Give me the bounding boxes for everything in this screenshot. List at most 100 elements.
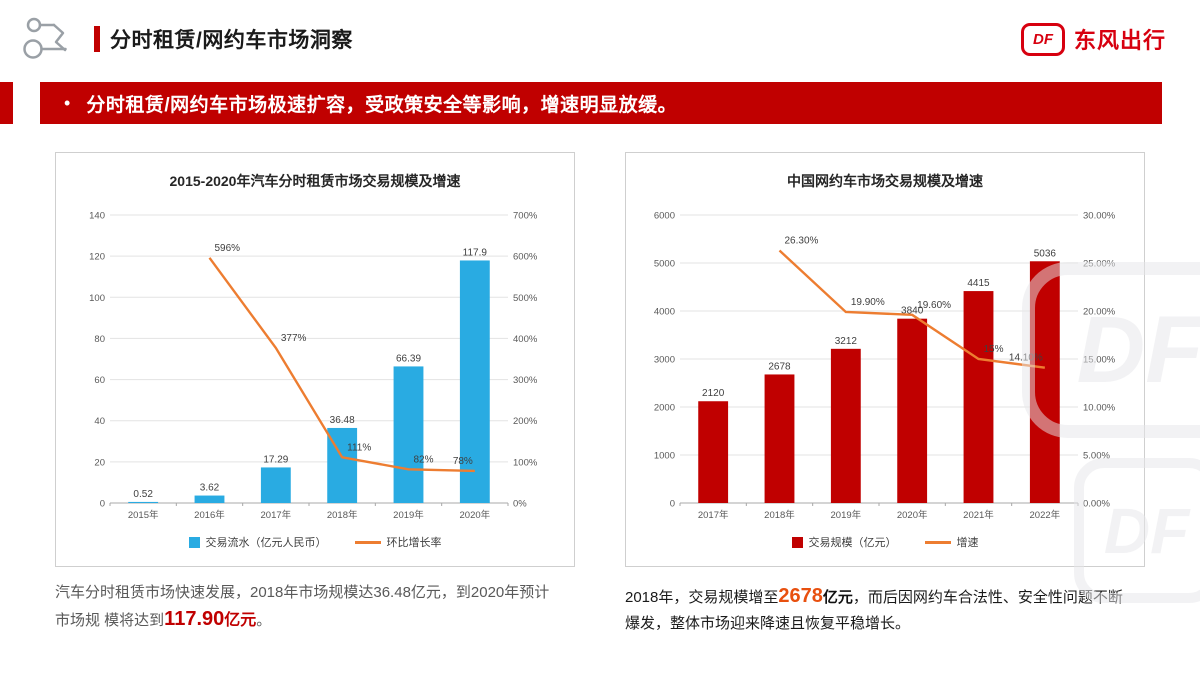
left-chart-title: 2015-2020年汽车分时租赁市场交易规模及增速: [169, 173, 461, 189]
svg-text:2020年: 2020年: [897, 509, 928, 521]
svg-text:2678: 2678: [768, 361, 791, 372]
svg-text:20: 20: [94, 457, 105, 468]
svg-text:30.00%: 30.00%: [1083, 211, 1116, 222]
banner-text: 分时租赁/网约车市场极速扩容，受政策安全等影响，增速明显放缓。: [86, 94, 678, 116]
svg-text:2019年: 2019年: [831, 509, 862, 521]
svg-text:19.90%: 19.90%: [851, 297, 885, 308]
svg-text:36.48: 36.48: [330, 415, 355, 426]
svg-text:2018年: 2018年: [327, 509, 358, 521]
svg-text:0.52: 0.52: [133, 489, 153, 500]
svg-text:82%: 82%: [414, 454, 434, 465]
svg-text:40: 40: [94, 416, 105, 427]
banner-bullet: •: [64, 93, 71, 113]
svg-text:66.39: 66.39: [396, 353, 421, 364]
svg-text:500%: 500%: [513, 293, 538, 304]
left-chart: 0 20 40 60 80 100 120 140 0% 100% 200% 300% 400% 500%…: [66, 197, 564, 529]
svg-text:377%: 377%: [281, 333, 307, 344]
svg-text:200%: 200%: [513, 416, 538, 427]
legend-line-label: 环比增长率: [386, 537, 442, 549]
svg-text:78%: 78%: [453, 456, 473, 467]
svg-text:400%: 400%: [513, 334, 538, 345]
svg-text:17.29: 17.29: [263, 454, 288, 465]
svg-text:3212: 3212: [835, 336, 858, 347]
left-chart-card: 2015-2020年汽车分时租赁市场交易规模及增速 0 20 40 60 80 100 12…: [55, 152, 575, 567]
svg-text:4000: 4000: [654, 307, 675, 318]
left-caption-highlight: 117.90: [164, 608, 225, 631]
legend-bar-series: 交易规模（亿元）: [791, 534, 897, 550]
legend-line-series: 增速: [924, 534, 979, 550]
svg-text:1000: 1000: [654, 451, 675, 462]
page-title: 分时租赁/网约车市场洞察: [110, 29, 353, 52]
legend-bar-label: 交易流水（亿元人民币）: [205, 537, 327, 549]
svg-text:5.00%: 5.00%: [1083, 451, 1110, 462]
svg-text:15%: 15%: [984, 344, 1004, 355]
svg-text:0.00%: 0.00%: [1083, 499, 1110, 510]
svg-text:2020年: 2020年: [460, 509, 491, 521]
left-caption-text: 汽车分时租赁市场快速发展，2018年市场规模达36.48亿元，到2020年预计市…: [55, 584, 550, 630]
scooter-icon: [23, 17, 67, 59]
svg-text:100: 100: [89, 293, 105, 304]
svg-text:117.9: 117.9: [463, 247, 488, 258]
right-caption-highlight: 2678: [778, 585, 823, 607]
svg-text:596%: 596%: [215, 243, 241, 254]
svg-text:5000: 5000: [654, 259, 675, 270]
legend-line-label: 增速: [956, 537, 979, 549]
bar-swatch: [791, 536, 803, 548]
right-chart-card: 中国网约车市场交易规模及增速 0 1000 2000 3000 4000 5000 6000…: [625, 152, 1145, 567]
right-chart-caption: 2018年，交易规模增至2678亿元，而后因网约车合法性、安全性问题不断爆发，整…: [625, 581, 1130, 635]
svg-text:2021年: 2021年: [963, 509, 994, 521]
right-chart: 0 1000 2000 3000 4000 5000 6000 0.00% 5.00% 10.00…: [636, 197, 1134, 529]
header: 分时租赁/网约车市场洞察 DF 东风出行: [22, 8, 1166, 70]
svg-text:300%: 300%: [513, 375, 538, 386]
brand-name: 东风出行: [1073, 28, 1166, 53]
left-caption-end: 。: [256, 612, 272, 630]
svg-text:5036: 5036: [1034, 248, 1057, 259]
svg-text:2016年: 2016年: [194, 509, 225, 521]
svg-text:0: 0: [670, 499, 675, 510]
svg-text:2120: 2120: [702, 388, 725, 399]
svg-text:60: 60: [94, 375, 105, 386]
right-caption-text: 2018年，交易规模增至: [625, 589, 779, 606]
right-caption-unit: 亿元: [822, 589, 853, 606]
svg-text:2017年: 2017年: [698, 509, 729, 521]
banner-main: • 分时租赁/网约车市场极速扩容，受政策安全等影响，增速明显放缓。: [40, 82, 1162, 124]
svg-text:3.62: 3.62: [200, 483, 220, 494]
line-swatch: [354, 540, 381, 544]
svg-text:4415: 4415: [967, 278, 990, 289]
brand-logo-icon: DF: [1020, 22, 1065, 56]
svg-text:20.00%: 20.00%: [1083, 307, 1116, 318]
svg-text:6000: 6000: [654, 211, 675, 222]
svg-text:600%: 600%: [513, 252, 538, 263]
svg-text:25.00%: 25.00%: [1083, 259, 1116, 270]
svg-text:0%: 0%: [513, 499, 527, 510]
svg-text:3000: 3000: [654, 355, 675, 366]
right-column: 中国网约车市场交易规模及增速 0 1000 2000 3000 4000 5000 6000…: [625, 152, 1145, 635]
svg-text:19.60%: 19.60%: [917, 300, 951, 311]
left-caption-unit: 亿元: [224, 612, 257, 630]
legend-bar-series: 交易流水（亿元人民币）: [188, 534, 327, 550]
left-chart-legend: 交易流水（亿元人民币） 环比增长率: [66, 529, 564, 555]
left-chart-caption: 汽车分时租赁市场快速发展，2018年市场规模达36.48亿元，到2020年预计市…: [55, 581, 560, 635]
svg-text:2015年: 2015年: [128, 509, 159, 521]
svg-text:3840: 3840: [901, 306, 924, 317]
svg-text:26.30%: 26.30%: [785, 236, 819, 247]
right-chart-legend: 交易规模（亿元） 增速: [636, 529, 1134, 555]
left-column: 2015-2020年汽车分时租赁市场交易规模及增速 0 20 40 60 80 100 12…: [55, 152, 575, 635]
svg-text:10.00%: 10.00%: [1083, 403, 1116, 414]
svg-text:14.10%: 14.10%: [1009, 353, 1043, 364]
svg-text:140: 140: [89, 211, 105, 222]
svg-text:15.00%: 15.00%: [1083, 355, 1116, 366]
right-caption-end: ，而后因网约车合法性、安全性问题不断爆发，整体市场迎来降速且恢复平稳增长。: [625, 589, 1123, 632]
legend-line-series: 环比增长率: [354, 534, 442, 550]
svg-text:2019年: 2019年: [393, 509, 424, 521]
brand-logo-letters: DF: [1032, 30, 1053, 48]
svg-text:2017年: 2017年: [261, 509, 292, 521]
svg-text:111%: 111%: [347, 442, 371, 453]
svg-text:0: 0: [100, 499, 105, 510]
line-swatch: [924, 540, 951, 544]
banner-left-tab: [0, 82, 13, 124]
svg-text:2018年: 2018年: [764, 509, 795, 521]
svg-text:700%: 700%: [513, 211, 538, 222]
svg-text:2022年: 2022年: [1030, 509, 1061, 521]
title-accent-bar: [94, 26, 100, 52]
